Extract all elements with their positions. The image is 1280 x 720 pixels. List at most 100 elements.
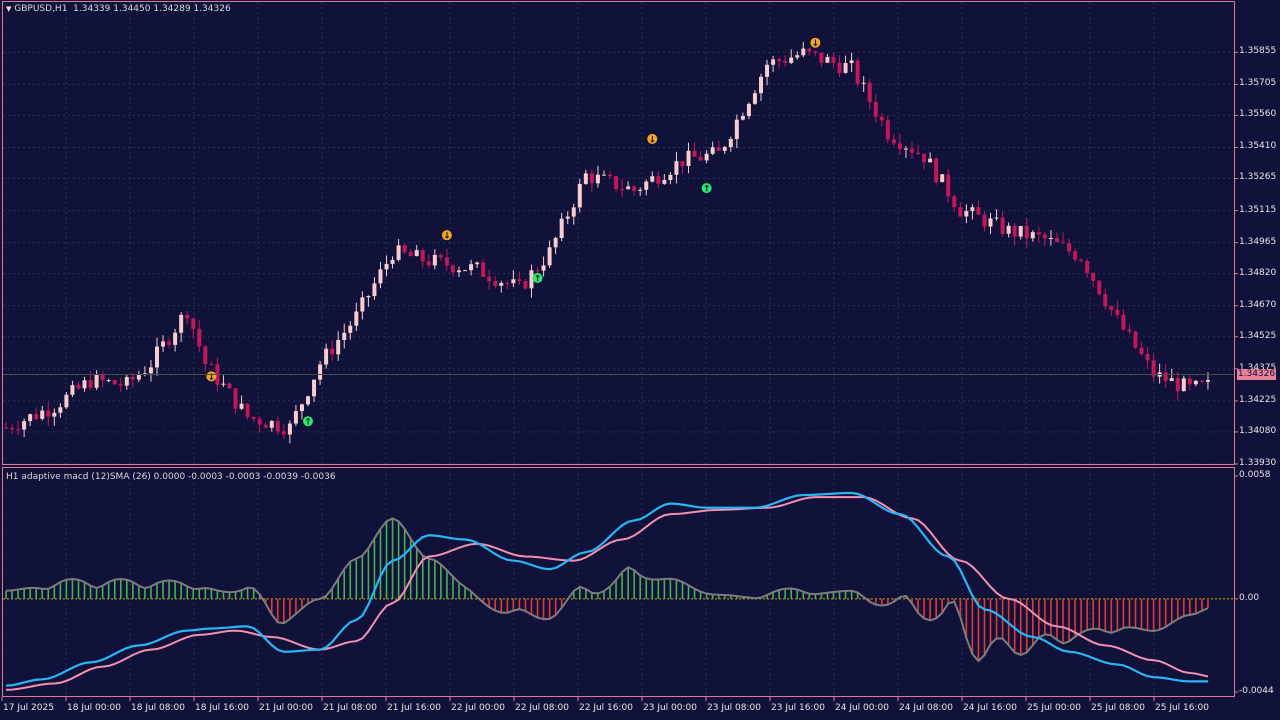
time-axis-label: 18 Jul 00:00	[67, 703, 121, 713]
candle	[910, 141, 914, 159]
candle	[994, 208, 999, 221]
collapse-triangle-icon[interactable]: ▼	[6, 5, 12, 13]
candle	[221, 375, 226, 387]
time-axis-label: 22 Jul 16:00	[579, 703, 633, 713]
candle	[728, 136, 733, 152]
candle	[752, 90, 757, 105]
time-axis-label: 25 Jul 16:00	[1155, 703, 1209, 713]
candle	[34, 407, 39, 421]
candle	[257, 415, 262, 433]
candle	[203, 345, 208, 372]
candle	[487, 269, 492, 290]
candle	[692, 141, 697, 158]
candle	[94, 370, 99, 391]
candle	[1036, 226, 1041, 243]
candle	[1139, 341, 1144, 356]
candle	[608, 171, 612, 179]
candle	[336, 331, 341, 361]
candle	[318, 360, 323, 385]
candle	[795, 51, 800, 60]
candle	[674, 151, 679, 184]
signal-line	[5, 496, 1209, 691]
time-axis-label: 21 Jul 16:00	[387, 703, 441, 713]
candle	[227, 382, 232, 389]
candle	[595, 165, 600, 188]
candle	[559, 212, 564, 242]
candle	[801, 41, 806, 58]
candle	[414, 245, 419, 257]
indicator-title: H1 adaptive macd (12)SMA (26) 0.0000 -0.…	[6, 472, 336, 482]
candle	[396, 238, 401, 262]
candle	[209, 361, 214, 366]
candle	[179, 312, 184, 342]
candle	[541, 256, 546, 277]
candle	[662, 174, 667, 185]
candle	[759, 73, 763, 102]
price-axis-label: 1.34225	[1239, 394, 1277, 405]
candle	[626, 181, 631, 190]
ohlc-high: 1.34450	[113, 4, 151, 14]
time-axis-label: 23 Jul 16:00	[771, 703, 825, 713]
candle	[463, 269, 468, 272]
candle	[1054, 232, 1059, 243]
candle	[517, 271, 522, 285]
current-price-tag: 1.34326	[1237, 369, 1276, 380]
candle	[565, 211, 570, 225]
candle	[4, 422, 8, 429]
macd-indicator	[3, 491, 1234, 691]
candle	[1103, 288, 1108, 310]
price-axis-label: 1.34820	[1239, 267, 1277, 278]
candle	[167, 338, 172, 349]
candle	[529, 264, 534, 298]
candle	[269, 420, 274, 432]
candle	[601, 170, 606, 176]
candle	[275, 416, 280, 436]
candle	[722, 145, 727, 154]
candle	[825, 53, 830, 63]
price-axis-label: 1.34965	[1239, 236, 1277, 247]
svg-text:↑: ↑	[703, 185, 711, 195]
candle	[475, 261, 480, 269]
candle	[620, 179, 625, 197]
candle	[571, 203, 576, 225]
price-axis-label: 1.33930	[1239, 458, 1277, 468]
main-chart-border	[2, 1, 1235, 465]
candle	[1109, 305, 1114, 316]
candle	[861, 76, 866, 93]
candle	[1175, 372, 1180, 401]
candle	[964, 204, 969, 224]
candle	[161, 335, 166, 352]
candle	[100, 370, 105, 388]
price-axis-label: 1.35705	[1239, 78, 1277, 89]
ohlc-low: 1.34289	[153, 4, 191, 14]
candle	[1030, 230, 1035, 242]
candle	[644, 179, 649, 196]
symbol-title[interactable]: ▼ GBPUSD,H1 1.34339 1.34450 1.34289 1.34…	[6, 4, 231, 14]
candle	[281, 423, 286, 439]
candle	[28, 413, 33, 426]
price-axis-label: 1.35410	[1239, 141, 1277, 152]
candle	[746, 102, 751, 120]
candle	[668, 171, 673, 185]
candle	[547, 240, 552, 269]
candle	[952, 193, 957, 212]
time-axis-label: 24 Jul 16:00	[963, 703, 1017, 713]
time-axis-label: 25 Jul 08:00	[1091, 703, 1145, 713]
candle	[1073, 247, 1078, 263]
candle	[783, 55, 788, 68]
candle	[916, 144, 921, 155]
candle	[1199, 379, 1204, 384]
time-axis-label: 23 Jul 00:00	[643, 703, 697, 713]
candle	[837, 55, 842, 78]
candle	[970, 204, 975, 220]
candle	[469, 259, 474, 276]
candle	[251, 416, 256, 423]
candle	[710, 141, 715, 156]
candle	[867, 79, 872, 110]
signal-arrows: ↓ ↑ ↓ ↑ ↓ ↑ ↓	[206, 37, 821, 428]
candle	[1163, 363, 1168, 388]
svg-text:↑: ↑	[534, 274, 542, 284]
candle	[897, 134, 902, 155]
candle	[432, 249, 437, 270]
